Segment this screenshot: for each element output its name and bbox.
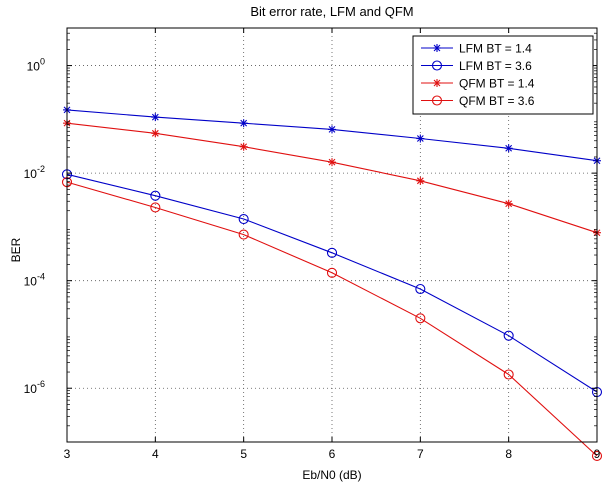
data-point: [504, 144, 513, 153]
series-2: [61, 169, 603, 398]
y-axis-label: BER: [9, 237, 23, 262]
legend-marker: [433, 44, 441, 52]
y-tick-label: 10-6: [24, 379, 45, 396]
data-point: [238, 213, 249, 225]
legend-item: QFM BT = 3.6: [421, 94, 535, 108]
series-layer: [61, 105, 603, 462]
data-point: [151, 113, 160, 122]
data-point: [326, 267, 338, 278]
data-point: [415, 283, 426, 295]
y-tick-label: 10-2: [24, 164, 45, 181]
legend-item: QFM BT = 1.4: [421, 77, 535, 91]
chart-title: Bit error rate, LFM and QFM: [250, 4, 413, 19]
data-point: [328, 125, 336, 134]
legend-label: LFM BT = 3.6: [459, 59, 532, 73]
data-point: [504, 199, 513, 208]
data-point: [503, 369, 514, 380]
x-tick-label: 8: [505, 447, 512, 461]
x-tick-label: 4: [152, 447, 159, 461]
x-tick-label: 5: [240, 447, 247, 461]
x-tick-label: 7: [417, 447, 424, 461]
legend-label: QFM BT = 1.4: [459, 77, 535, 91]
series-line: [66, 173, 598, 393]
data-point: [416, 134, 425, 143]
data-point: [151, 129, 160, 138]
legend-item: LFM BT = 3.6: [421, 59, 532, 73]
data-point: [591, 450, 603, 462]
x-tick-label: 9: [594, 447, 601, 461]
legend-marker: [431, 95, 443, 106]
legend-label: QFM BT = 3.6: [459, 94, 535, 108]
legend-marker: [433, 79, 441, 87]
x-axis-label: Eb/N0 (dB): [302, 468, 361, 482]
legend-marker: [431, 60, 443, 71]
data-point: [239, 119, 248, 128]
x-axis: 3 4 5 6 7 8 9: [64, 28, 601, 461]
data-point: [328, 158, 336, 167]
data-point: [416, 176, 425, 185]
x-tick-label: 3: [64, 447, 71, 461]
data-point: [503, 330, 514, 341]
legend-item: LFM BT = 1.4: [421, 42, 532, 56]
data-point: [239, 142, 248, 151]
y-axis: 100 10-2 10-4 10-6: [24, 27, 597, 427]
data-point: [150, 190, 161, 201]
data-point: [238, 229, 249, 240]
y-tick-label: 100: [27, 57, 45, 74]
y-tick-label: 10-4: [24, 272, 45, 289]
data-point: [326, 247, 338, 258]
data-point: [150, 202, 161, 213]
data-point: [415, 313, 426, 324]
legend: LFM BT = 1.4 LFM BT = 3.6 QFM BT = 1.4 QFM …: [412, 35, 594, 115]
series-line: [66, 181, 598, 457]
legend-label: LFM BT = 1.4: [459, 42, 532, 56]
series-3: [63, 119, 601, 237]
x-tick-label: 6: [329, 447, 336, 461]
